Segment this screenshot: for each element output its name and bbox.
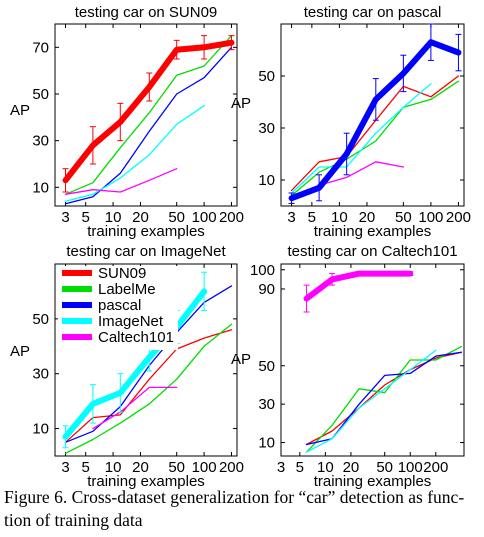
x-tick-label: 10 (105, 209, 122, 226)
legend-label-labelme: LabelMe (98, 281, 156, 298)
x-tick-label: 5 (82, 459, 90, 476)
y-axis-label: AP (231, 351, 251, 368)
series-line-caltech101 (303, 270, 414, 302)
x-tick-label: 50 (168, 209, 185, 226)
series-line-pascal (64, 46, 233, 205)
y-tick-label: 10 (258, 172, 275, 189)
x-tick-label: 200 (219, 459, 244, 476)
y-tick-label: 50 (32, 311, 49, 328)
series-line-imagenet (64, 105, 205, 202)
chart-panel-2: testing car on pascal training examples AP… (231, 4, 471, 240)
legend-label-sun09: SUN09 (98, 265, 146, 282)
chart-title: testing car on ImageNet (66, 243, 226, 260)
series-line-imagenet (305, 349, 437, 453)
y-tick-label: 50 (32, 86, 49, 103)
plot-frame (280, 23, 465, 207)
y-axis-label: AP (10, 343, 30, 360)
y-tick-label: 30 (32, 133, 49, 150)
plot-frame (54, 23, 238, 207)
series-line-labelme (305, 345, 462, 453)
x-tick-label: 20 (132, 459, 149, 476)
x-tick-label: 5 (82, 209, 90, 226)
y-tick-label: 30 (258, 396, 275, 413)
x-tick-label: 20 (359, 209, 376, 226)
x-tick-label: 100 (192, 209, 217, 226)
chart-panel-4: testing car on Caltech101 training exampl… (231, 243, 465, 490)
y-tick-label: 50 (258, 68, 275, 85)
x-tick-label: 200 (219, 209, 244, 226)
series-line-caltech101 (64, 168, 178, 195)
plot-frame (280, 263, 465, 457)
y-tick-label: 10 (32, 421, 49, 438)
legend-label-imagenet: ImageNet (98, 313, 164, 330)
y-axis-label: AP (231, 95, 251, 112)
x-tick-label: 10 (317, 459, 334, 476)
y-tick-label: 100 (250, 262, 275, 279)
x-tick-label: 50 (168, 459, 185, 476)
y-tick-label: 30 (258, 120, 275, 137)
x-tick-label: 10 (105, 459, 122, 476)
x-axis-label: training examples (87, 223, 205, 240)
series-line-imagenet (62, 288, 208, 440)
x-tick-label: 3 (61, 459, 69, 476)
caption-line-2: tion of training data (4, 510, 143, 530)
y-tick-label: 50 (258, 358, 275, 375)
x-axis-label: training examples (314, 223, 432, 240)
series-line-imagenet (290, 83, 432, 194)
chart-title: testing car on SUN09 (75, 4, 218, 21)
series-line-pascal (305, 351, 462, 446)
y-tick-label: 30 (32, 366, 49, 383)
series-line-caltech101 (92, 386, 178, 430)
x-tick-label: 100 (192, 459, 217, 476)
x-tick-label: 200 (423, 459, 448, 476)
x-tick-label: 3 (287, 209, 295, 226)
legend-label-caltech101: Caltech101 (98, 329, 174, 346)
series-line-labelme (290, 80, 460, 197)
x-tick-label: 3 (277, 459, 285, 476)
chart-title: testing car on Caltech101 (287, 243, 457, 260)
caption-line-1: Figure 6. Cross-dataset generalization f… (4, 487, 465, 507)
y-tick-label: 90 (258, 281, 275, 298)
x-tick-label: 10 (331, 209, 348, 226)
y-axis-label: AP (10, 102, 30, 119)
chart-panel-3: testing car on ImageNet training examples… (10, 243, 244, 490)
plot-frame (54, 263, 238, 457)
y-tick-label: 70 (32, 39, 49, 56)
y-tick-label: 10 (258, 435, 275, 452)
series-line-sun09 (305, 351, 462, 446)
x-tick-label: 5 (296, 459, 304, 476)
figure-caption: Figure 6. Cross-dataset generalization f… (4, 486, 480, 532)
y-tick-label: 10 (32, 179, 49, 196)
chart-title: testing car on pascal (304, 4, 442, 21)
x-tick-label: 3 (61, 209, 69, 226)
x-tick-label: 100 (398, 459, 423, 476)
legend-label-pascal: pascal (98, 297, 141, 314)
series-line-labelme (64, 323, 233, 454)
x-axis-label: training examples (87, 473, 205, 490)
x-axis-label: training examples (314, 473, 432, 490)
x-tick-label: 100 (418, 209, 443, 226)
x-tick-label: 5 (308, 209, 316, 226)
x-tick-label: 50 (395, 209, 412, 226)
x-tick-label: 20 (132, 209, 149, 226)
x-tick-label: 20 (343, 459, 360, 476)
x-tick-label: 200 (446, 209, 471, 226)
x-tick-label: 50 (376, 459, 393, 476)
series-line-labelme (64, 35, 233, 195)
